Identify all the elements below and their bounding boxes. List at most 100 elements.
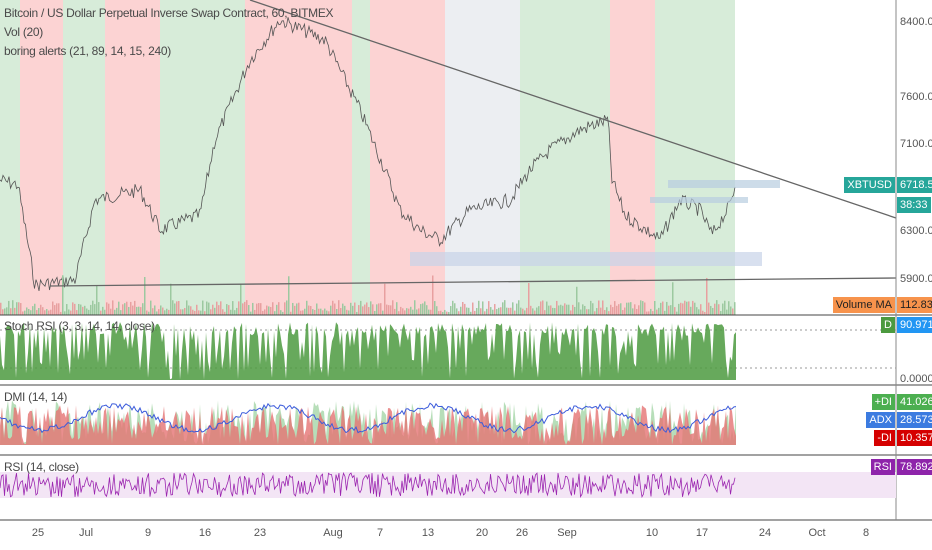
volume-bar <box>116 307 118 315</box>
volume-bar <box>558 305 560 315</box>
volume-bar <box>190 306 192 315</box>
volume-bar <box>628 302 630 315</box>
volume-bar <box>594 311 596 315</box>
volume-bar <box>26 307 28 315</box>
volume-bar <box>682 303 684 315</box>
volume-bar <box>436 306 438 315</box>
symbol-tag: XBTUSD <box>844 177 895 193</box>
volume-bar <box>330 305 332 315</box>
volume-bar <box>32 306 34 315</box>
volume-bar <box>118 301 120 315</box>
volume-bar <box>730 306 732 315</box>
volume-bar <box>444 309 446 315</box>
volume-bar <box>276 304 278 315</box>
volume-bar <box>510 307 512 315</box>
minus-di-area <box>0 405 736 445</box>
volume-bar <box>268 306 270 315</box>
rsi-line <box>0 472 736 499</box>
volume-bar <box>226 304 228 315</box>
volume-bar <box>722 303 724 315</box>
indicator-volume-legend[interactable]: Vol (20) <box>4 25 43 39</box>
volume-bar <box>176 301 178 315</box>
volume-bar <box>162 307 164 315</box>
volume-bar <box>440 310 442 315</box>
volume-bar <box>342 303 344 315</box>
volume-bar <box>534 310 536 315</box>
volume-bar <box>150 300 152 315</box>
volume-bar <box>332 300 334 315</box>
volume-bar <box>10 308 12 315</box>
volume-bar <box>680 302 682 315</box>
volume-bar <box>494 304 496 315</box>
volume-bar <box>54 305 56 315</box>
volume-bar <box>496 309 498 315</box>
volume-bar <box>232 301 234 315</box>
volume-bar <box>732 308 734 315</box>
volume-bar <box>434 301 436 315</box>
volume-bar <box>402 308 404 315</box>
volume-bar <box>620 303 622 315</box>
volume-bar <box>146 310 148 315</box>
volume-bar <box>308 305 310 315</box>
volume-bar <box>358 305 360 315</box>
volume-bar <box>446 311 448 315</box>
stoch-legend[interactable]: Stoch RSI (3, 3, 14, 14, close) <box>4 319 155 333</box>
volume-bar <box>522 308 524 315</box>
volume-bar <box>250 311 252 315</box>
volume-bar <box>224 311 226 315</box>
volume-bar <box>718 304 720 315</box>
volume-bar <box>584 305 586 315</box>
volume-bar <box>340 308 342 315</box>
volume-bar <box>52 301 54 315</box>
volume-bar <box>714 303 716 315</box>
volume-bar <box>468 307 470 315</box>
volume-bar <box>592 303 594 315</box>
volume-bar <box>366 302 368 315</box>
volume-bar <box>244 301 246 315</box>
volume-bar <box>598 300 600 315</box>
volume-bar <box>338 300 340 315</box>
volume-bar <box>36 310 38 315</box>
volume-bar <box>646 311 648 315</box>
indicator-alerts-legend[interactable]: boring alerts (21, 89, 14, 15, 240) <box>4 44 171 58</box>
dmi-legend[interactable]: DMI (14, 14) <box>4 390 68 404</box>
volume-bar <box>108 303 110 315</box>
volume-bar <box>44 310 46 315</box>
volume-bar <box>576 286 578 315</box>
volume-bar <box>140 307 142 315</box>
volume-bar <box>222 309 224 315</box>
volume-bar <box>424 301 426 315</box>
volume-bar <box>102 306 104 315</box>
volume-bar <box>724 300 726 315</box>
volume-bar <box>42 307 44 315</box>
volume-bar <box>484 311 486 315</box>
volume-bar <box>334 303 336 315</box>
volume-bar <box>204 311 206 315</box>
volume-bar <box>578 302 580 315</box>
volume-bar <box>636 308 638 315</box>
trendline-resistance <box>249 0 897 219</box>
stoch-zero-label: 0.0000 <box>900 373 932 385</box>
rsi-legend[interactable]: RSI (14, close) <box>4 460 79 474</box>
volume-bar <box>608 311 610 315</box>
volume-bar <box>2 309 4 315</box>
volume-bar <box>234 310 236 315</box>
volume-bar <box>568 304 570 315</box>
volume-bar <box>574 306 576 315</box>
volume-bar <box>382 310 384 315</box>
volume-bar <box>152 308 154 315</box>
volume-bar <box>670 305 672 315</box>
volume-bar <box>600 307 602 315</box>
background-band <box>160 0 245 315</box>
volume-bar <box>6 307 8 315</box>
minus-di-tag: -DI <box>874 430 895 446</box>
background-band <box>655 0 735 315</box>
volume-bar <box>500 307 502 315</box>
volume-bar <box>46 309 48 315</box>
time-label: 23 <box>253 527 267 539</box>
volume-bar <box>668 305 670 315</box>
volume-bar <box>508 307 510 315</box>
volume-bar <box>114 309 116 315</box>
volume-bar <box>258 303 260 315</box>
